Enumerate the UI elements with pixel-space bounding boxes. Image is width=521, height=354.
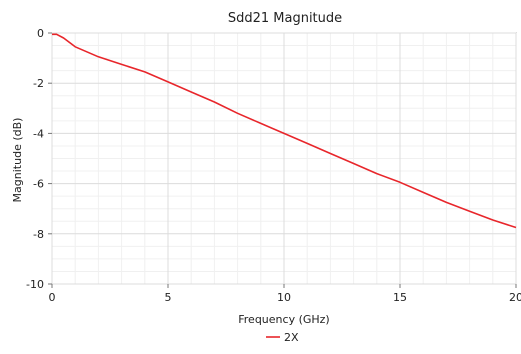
x-tick-label: 20 <box>509 291 521 304</box>
chart-title: Sdd21 Magnitude <box>228 11 342 26</box>
y-tick-label: -2 <box>33 77 44 90</box>
series-line-2x <box>52 33 517 229</box>
legend: 2X <box>266 331 299 344</box>
x-tick-label: 0 <box>49 291 56 304</box>
y-axis-label: Magnitude (dB) <box>11 118 24 203</box>
series-layer <box>52 33 517 229</box>
x-tick-label: 15 <box>393 291 407 304</box>
y-tick-label: 0 <box>37 27 44 40</box>
y-axis-ticks: 0 -2 -4 -6 -8 -10 <box>26 27 52 291</box>
y-tick-label: -4 <box>33 127 44 140</box>
y-tick-label: -6 <box>33 178 44 191</box>
legend-label: 2X <box>284 331 299 344</box>
x-tick-label: 10 <box>277 291 291 304</box>
x-axis-ticks: 0 5 10 15 20 <box>49 284 521 304</box>
x-axis-label: Frequency (GHz) <box>238 313 329 326</box>
x-tick-label: 5 <box>165 291 172 304</box>
y-tick-label: -10 <box>26 278 44 291</box>
plot-area: 0 5 10 15 20 0 -2 -4 -6 -8 -10 <box>26 27 521 304</box>
y-tick-label: -8 <box>33 228 44 241</box>
